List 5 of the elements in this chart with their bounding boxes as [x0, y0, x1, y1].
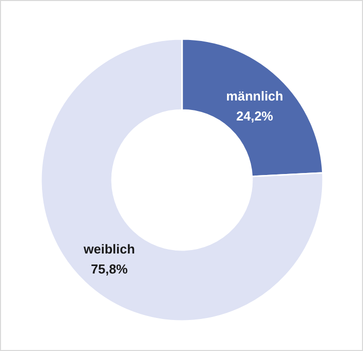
data-label: 75,8%: [90, 261, 128, 276]
slice-label: männlich: [226, 88, 284, 104]
donut-slice: [40, 38, 324, 322]
slice-label: weiblich: [82, 241, 135, 256]
data-label: 24,2%: [236, 108, 274, 124]
